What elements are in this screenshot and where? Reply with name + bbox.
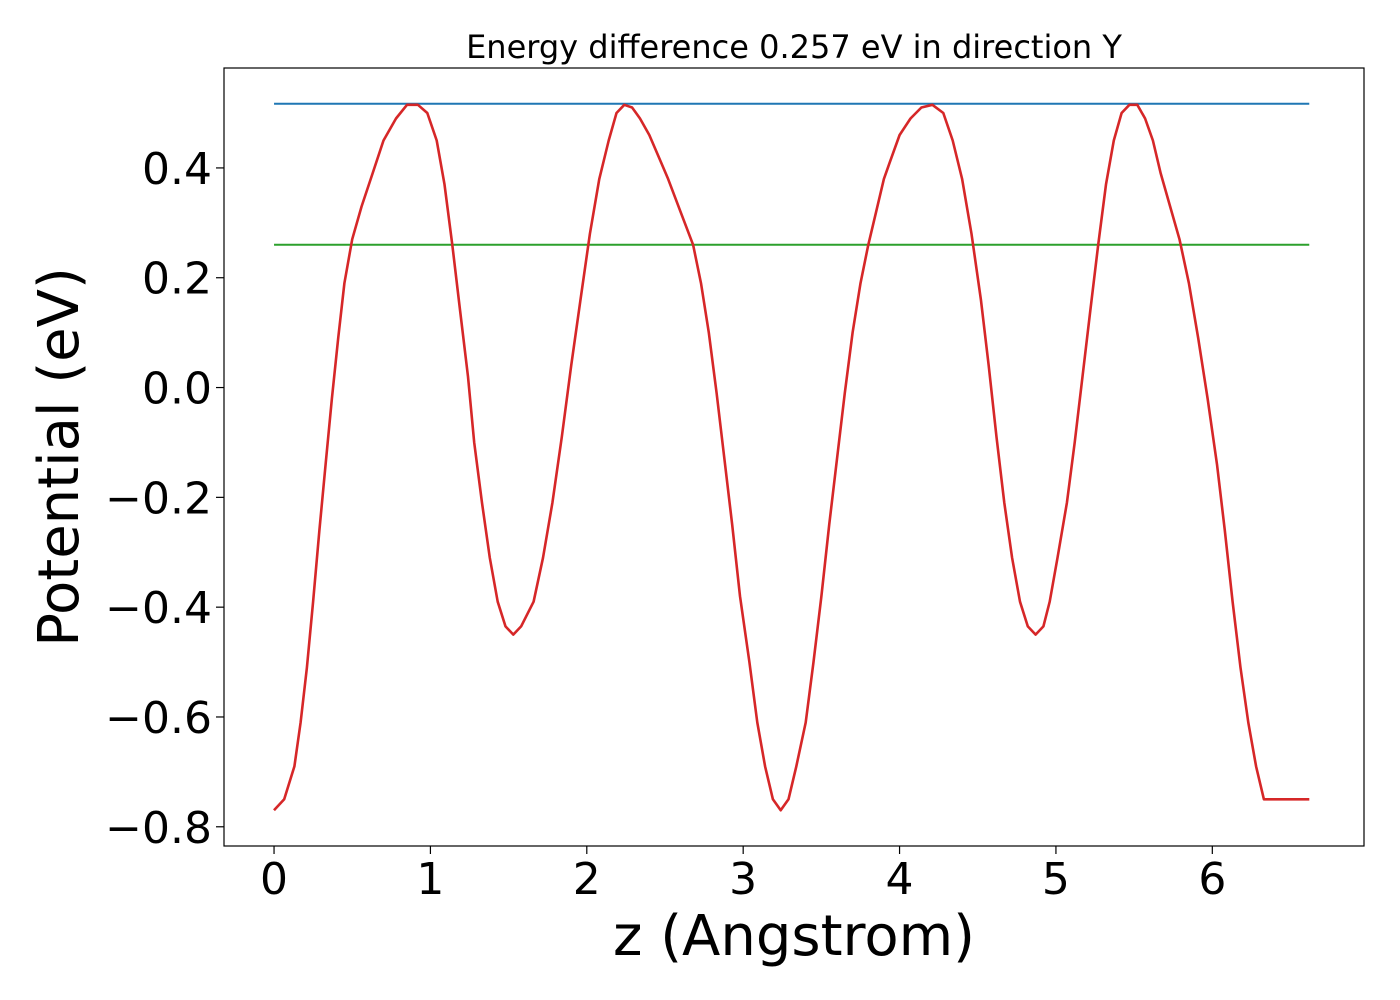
x-tick-label: 6 — [1198, 854, 1226, 905]
y-axis: −0.8 −0.6 −0.4 −0.2 0.0 0.2 0.4 — [105, 144, 224, 854]
y-tick-label: 0.2 — [142, 254, 212, 305]
x-tick-label: 1 — [416, 854, 444, 905]
plot-frame — [223, 67, 1365, 847]
y-axis-label: Potential (eV) — [27, 267, 92, 647]
x-tick-label: 5 — [1042, 854, 1070, 905]
plot-marks — [273, 102, 1310, 812]
y-tick-label: 0.0 — [142, 364, 212, 415]
y-tick-label: −0.4 — [105, 583, 212, 634]
y-tick-label: 0.4 — [142, 144, 212, 195]
x-axis: 0 1 2 3 4 5 6 — [260, 846, 1226, 905]
chart-title: Energy difference 0.257 eV in direction … — [466, 28, 1122, 66]
potential-curve-1 — [273, 103, 1310, 812]
x-tick-label: 3 — [729, 854, 757, 905]
x-tick-label: 4 — [886, 854, 914, 905]
y-tick-label: −0.2 — [105, 473, 212, 524]
y-tick-label: −0.6 — [105, 693, 212, 744]
x-axis-label: z (Angstrom) — [613, 904, 975, 969]
x-tick-label: 0 — [260, 854, 288, 905]
x-tick-label: 2 — [573, 854, 601, 905]
y-tick-label: −0.8 — [105, 803, 212, 854]
